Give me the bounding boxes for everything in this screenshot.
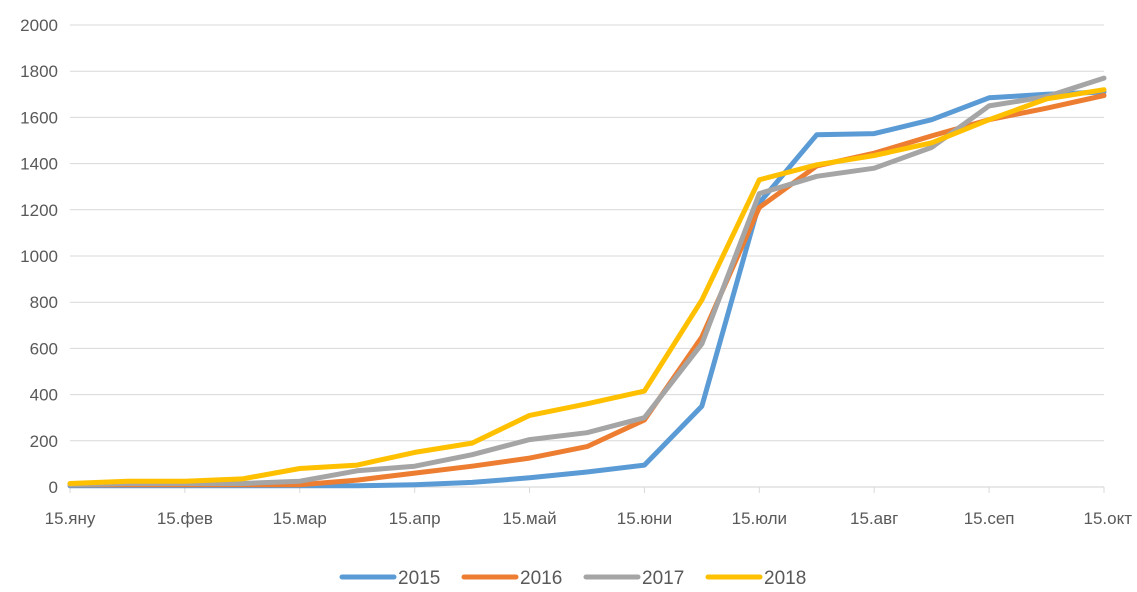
legend-label-2017: 2017 — [642, 568, 684, 587]
series-line-2016 — [67, 93, 1107, 488]
x-tick-label: 15.сеп — [964, 509, 1015, 528]
y-tick-label: 600 — [30, 339, 58, 358]
x-tick-label: 15.юли — [732, 509, 787, 528]
y-tick-label: 2000 — [20, 16, 58, 35]
y-tick-label: 400 — [30, 386, 58, 405]
series-line-2018 — [67, 87, 1107, 486]
x-tick-label: 15.окт — [1083, 509, 1132, 528]
y-tick-label: 1200 — [20, 201, 58, 220]
y-tick-label: 0 — [49, 478, 58, 497]
series-lines — [67, 75, 1107, 489]
x-tick-label: 15.апр — [389, 509, 441, 528]
legend-label-2016: 2016 — [520, 568, 562, 587]
x-tick-label: 15.юни — [617, 509, 672, 528]
axes: 0 200 400 600 800 1000 1200 1400 1600 1800 2000 15.… — [20, 16, 1132, 528]
gridlines — [70, 24, 1104, 442]
y-tick-label: 1400 — [20, 155, 58, 174]
y-tick-label: 800 — [30, 293, 58, 312]
x-tick-label: 15.фев — [157, 509, 213, 528]
y-tick-label: 1800 — [20, 62, 58, 81]
x-tick-label: 15.яну — [45, 509, 96, 528]
legend-label-2015: 2015 — [398, 568, 440, 587]
x-tick-label: 15.май — [502, 509, 556, 528]
legend: 2015 2016 2017 2018 — [339, 568, 806, 589]
legend-label-2018: 2018 — [764, 568, 806, 587]
y-tick-label: 1000 — [20, 247, 58, 266]
x-tick-label: 15.авг — [850, 509, 898, 528]
series-line-2017 — [67, 75, 1107, 488]
series-line-2015 — [67, 89, 1107, 489]
y-tick-label: 1600 — [20, 108, 58, 127]
x-tick-label: 15.мар — [273, 509, 327, 528]
y-tick-label: 200 — [30, 432, 58, 451]
